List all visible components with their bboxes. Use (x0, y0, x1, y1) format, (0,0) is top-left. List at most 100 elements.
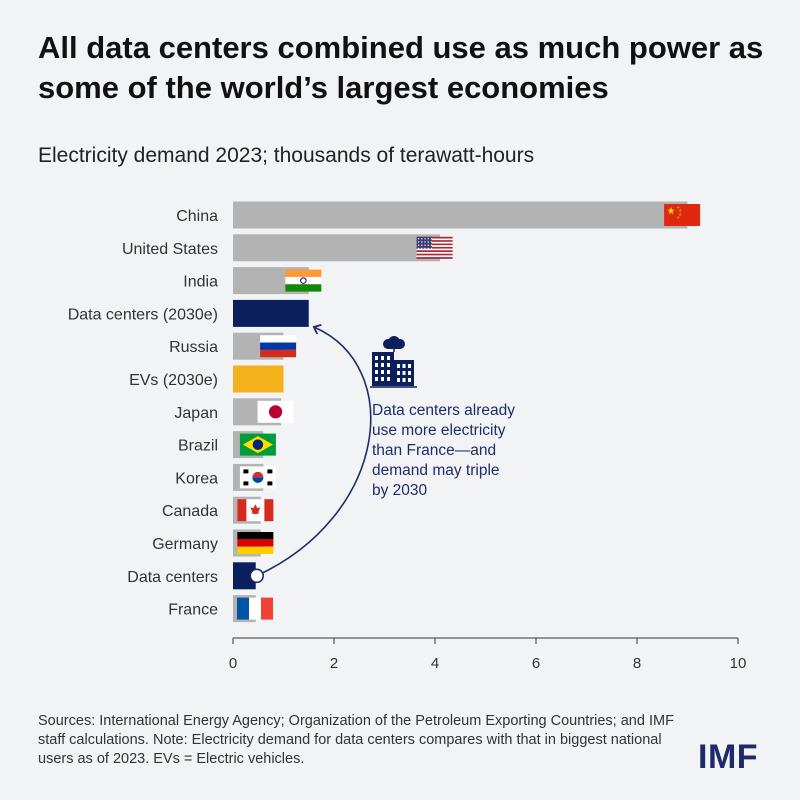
building-window (402, 371, 406, 375)
building-window (408, 371, 411, 375)
flag-star (430, 247, 433, 250)
flag-stripe (416, 241, 453, 244)
building-window (402, 364, 406, 368)
korea-flag-icon (239, 466, 276, 489)
flag-stripe (416, 240, 453, 242)
category-label-india: India (183, 274, 218, 291)
flag-globe (252, 439, 264, 450)
flag-chakra (300, 277, 307, 284)
usa-flag-icon (416, 236, 453, 259)
x-tick-label: 4 (431, 655, 439, 672)
flag-field (664, 204, 701, 226)
russia-flag-icon (260, 335, 297, 358)
chart-subtitle: Electricity demand 2023; thousands of te… (38, 144, 535, 167)
flag-star (417, 247, 420, 250)
flag-star (430, 244, 433, 246)
category-label-data-centers-2030e: Data centers (2030e) (68, 306, 218, 323)
flag-stripe (416, 255, 453, 258)
annotation-line: Data centers already (372, 402, 515, 419)
building-window (397, 364, 400, 368)
category-label-france: France (168, 602, 218, 619)
flag-star (676, 216, 680, 219)
flag-stripe (416, 243, 453, 246)
building-window (387, 377, 390, 381)
flag-star (427, 238, 429, 240)
x-tick-label: 2 (330, 655, 338, 672)
flag-stripe (416, 238, 453, 241)
category-label-germany: Germany (152, 536, 218, 553)
building-window (387, 363, 390, 367)
flag-stripe (416, 246, 453, 249)
category-label-evs-2030e: EVs (2030e) (129, 372, 218, 389)
flag-star (678, 209, 682, 212)
building-window (375, 377, 378, 381)
bar-united-states (233, 234, 441, 262)
flag-trigram (267, 469, 273, 474)
chart-title: All data centers combined use as much po… (38, 30, 764, 105)
flag-star (424, 244, 426, 246)
imf-logo: IMF (698, 738, 759, 776)
x-tick-label: 10 (730, 655, 747, 672)
flag-stripe (260, 349, 297, 358)
flag-stripe (237, 539, 274, 547)
flag-stripe (416, 257, 453, 259)
flag-stripe (416, 250, 453, 253)
flag-stripe (237, 532, 274, 540)
flag-maple-leaf (250, 504, 261, 515)
flag-star (417, 241, 420, 243)
building-window (381, 377, 384, 381)
flag-canton (416, 236, 432, 249)
building-window (375, 363, 378, 367)
cloud-base (388, 344, 400, 349)
india-flag-icon (285, 269, 322, 292)
china-flag-icon (664, 204, 701, 226)
building-window (408, 364, 411, 368)
annotation-line: by 2030 (372, 482, 428, 499)
x-tick-label: 8 (633, 655, 641, 672)
flag-stripe (416, 248, 453, 251)
flag-stripe (249, 597, 261, 620)
flag-stripe (285, 276, 322, 285)
category-label-korea: Korea (175, 470, 218, 487)
flag-star (421, 238, 423, 240)
building-window (381, 370, 384, 374)
category-label-brazil: Brazil (178, 438, 218, 455)
flag-taegeuk (252, 471, 264, 478)
building-window (381, 363, 384, 367)
flag-star (676, 206, 680, 209)
bar-evs-2030e (233, 365, 284, 393)
flag-star (417, 244, 420, 246)
category-label-united-states: United States (122, 241, 218, 258)
flag-star (417, 238, 420, 240)
bar-data-centers (233, 562, 256, 590)
brazil-flag-icon (239, 433, 276, 456)
flag-sun (268, 405, 283, 419)
category-label-china: China (176, 208, 218, 225)
flag-star (424, 247, 426, 250)
building-window (397, 378, 400, 382)
annotation-line: than France—and (372, 442, 496, 459)
building-window (387, 370, 390, 374)
building-window (375, 370, 378, 374)
annotation-arrow (256, 324, 372, 577)
flag-stripe (261, 597, 273, 620)
flag-stripe (260, 342, 297, 350)
flag-star (427, 244, 429, 246)
flag-star (678, 213, 682, 216)
canada-flag-icon (237, 499, 274, 522)
flag-taegeuk (252, 477, 264, 483)
annotation-line: demand may triple (372, 462, 500, 479)
flag-stripe (237, 546, 274, 554)
sources-note: Sources: International Energy Agency; Or… (38, 713, 674, 767)
building-window (408, 378, 411, 382)
building-window (402, 378, 406, 382)
bar-china (233, 201, 688, 229)
data-center-building-cloud-icon (370, 336, 417, 388)
flag-trigram (267, 481, 273, 486)
bar-data-centers-2030e (233, 299, 309, 327)
flag-star (424, 241, 426, 243)
category-label-data-centers: Data centers (127, 569, 218, 586)
flag-stripe (285, 284, 322, 292)
flag-stripe (416, 245, 453, 247)
bar-chart: China United States India Data centers (203… (68, 201, 747, 672)
